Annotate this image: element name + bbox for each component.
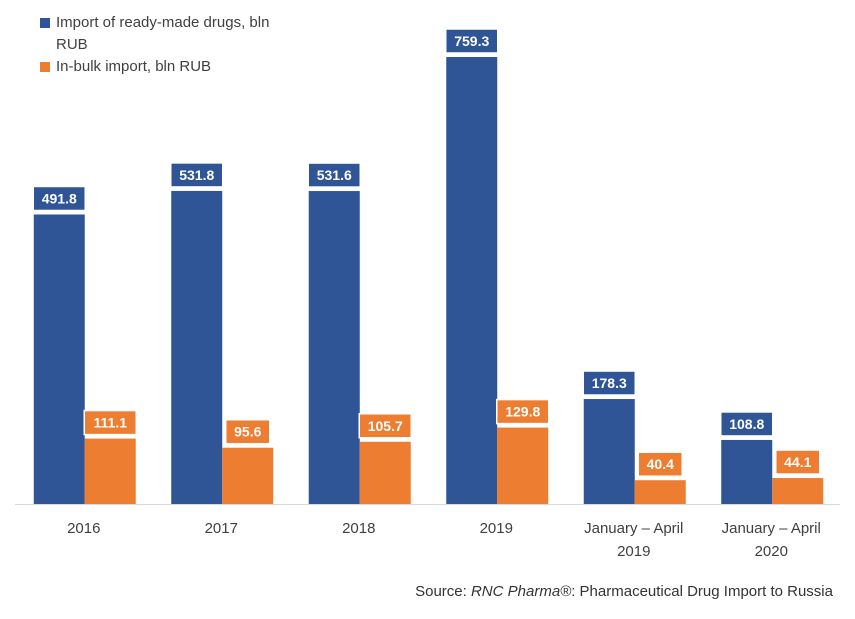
bar-ready-made-2 — [308, 191, 360, 505]
bar-in-bulk-2 — [359, 441, 411, 504]
bars-group — [33, 57, 824, 505]
data-label-box-ready-made-5 — [720, 411, 774, 437]
source-brand: RNC Pharma® — [470, 583, 572, 600]
bar-ready-made-1 — [171, 190, 223, 505]
legend: Import of ready-made drugs, bln RUB In-b… — [40, 12, 340, 78]
data-label-in-bulk-3: 129.8 — [505, 404, 540, 420]
data-label-ready-made-3: 759.3 — [454, 33, 489, 49]
category-label-4-1: 2019 — [617, 543, 650, 560]
category-labels-group: 2016 2017 2018 2019 January – April 2019 Janua… — [67, 520, 821, 560]
category-label-2-0: 2018 — [342, 520, 375, 537]
source-note: Source: RNC Pharma®: Pharmaceutical Drug… — [415, 583, 833, 600]
data-label-ready-made-0: 491.8 — [42, 190, 77, 206]
data-label-box-in-bulk-2 — [358, 413, 412, 439]
bar-ready-made-3 — [446, 57, 498, 504]
data-label-box-in-bulk-1 — [225, 418, 271, 445]
data-label-in-bulk-0: 111.1 — [94, 415, 128, 431]
data-label-box-ready-made-3 — [445, 28, 499, 54]
legend-swatch-in-bulk — [40, 62, 50, 72]
data-label-box-in-bulk-0 — [83, 409, 137, 436]
source-suffix: : Pharmaceutical Drug Import to Russia — [571, 583, 833, 600]
data-label-box-in-bulk-4 — [637, 451, 683, 477]
bar-in-bulk-4 — [634, 480, 686, 504]
category-label-3-0: 2019 — [480, 520, 513, 537]
source-prefix: Source: — [415, 583, 471, 600]
category-label-1-0: 2017 — [205, 520, 238, 537]
bar-ready-made-5 — [721, 439, 773, 504]
data-label-ready-made-5: 108.8 — [729, 416, 764, 432]
data-label-ready-made-2: 531.6 — [317, 167, 352, 183]
legend-label-in-bulk: In-bulk import, bln RUB — [56, 58, 212, 75]
data-label-box-ready-made-1 — [170, 162, 224, 188]
legend-swatch-ready-made — [40, 18, 50, 28]
category-label-4-0: January – April — [584, 520, 683, 537]
bar-ready-made-4 — [583, 399, 635, 504]
bar-in-bulk-0 — [84, 438, 136, 504]
legend-item-in-bulk: In-bulk import, bln RUB — [40, 56, 340, 78]
legend-label-ready-made: Import of ready-made drugs, bln RUB — [56, 14, 270, 53]
data-label-box-in-bulk-5 — [775, 449, 821, 475]
data-label-ready-made-1: 531.8 — [179, 167, 214, 183]
category-label-5-1: 2020 — [755, 543, 788, 560]
data-label-in-bulk-5: 44.1 — [784, 454, 811, 470]
data-label-box-ready-made-2 — [307, 162, 361, 188]
bar-in-bulk-5 — [772, 478, 824, 504]
data-label-in-bulk-4: 40.4 — [647, 456, 674, 472]
bar-in-bulk-1 — [222, 447, 274, 504]
bar-in-bulk-3 — [497, 427, 549, 504]
data-label-in-bulk-1: 95.6 — [234, 424, 261, 440]
data-label-box-ready-made-4 — [582, 370, 636, 396]
category-label-0-0: 2016 — [67, 520, 100, 537]
data-label-box-ready-made-0 — [32, 185, 86, 212]
data-label-ready-made-4: 178.3 — [592, 375, 627, 391]
legend-item-ready-made: Import of ready-made drugs, bln RUB — [40, 12, 340, 56]
bar-ready-made-0 — [33, 214, 85, 504]
data-labels-group: 491.8 111.1 531.8 95.6 531.6 105.7 759.3 129.8 1… — [32, 28, 821, 477]
category-label-5-0: January – April — [722, 520, 821, 537]
data-label-box-in-bulk-3 — [496, 398, 550, 425]
data-label-in-bulk-2: 105.7 — [368, 418, 403, 434]
